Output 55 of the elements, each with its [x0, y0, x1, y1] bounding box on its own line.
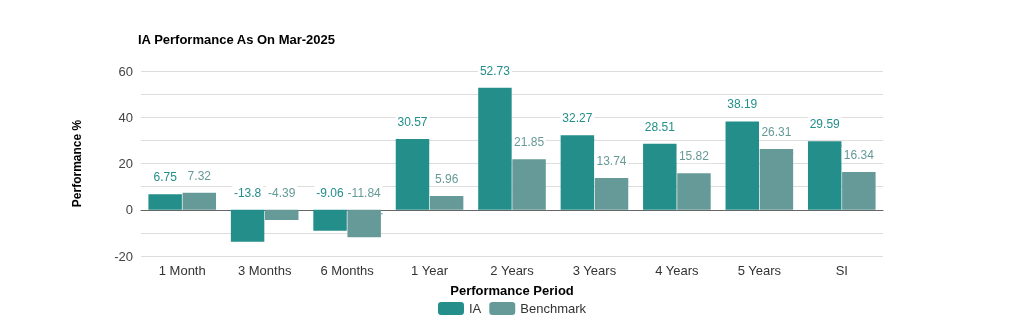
bar — [182, 192, 217, 210]
data-label: 52.73 — [479, 63, 511, 78]
bar — [560, 135, 595, 210]
x-tick-label: 3 Months — [237, 263, 292, 278]
data-label: 29.59 — [809, 117, 841, 132]
x-tick-label: 1 Month — [158, 263, 206, 278]
bar — [148, 194, 182, 210]
data-label: 38.19 — [727, 97, 758, 112]
x-tick-label: 3 Years — [572, 263, 617, 278]
data-label: 7.32 — [187, 168, 212, 183]
data-label: 15.82 — [678, 149, 710, 164]
data-label: 21.85 — [514, 135, 545, 150]
data-label: 5.96 — [434, 171, 459, 186]
x-tick-label: 2 Years — [490, 263, 535, 278]
y-tick-label: 60 — [118, 63, 133, 79]
bar — [725, 121, 759, 210]
y-tick-label: 40 — [118, 109, 133, 125]
data-label: -4.39 — [268, 185, 296, 200]
bar — [807, 141, 842, 210]
bar — [512, 159, 546, 210]
chart-title: IA Performance As On Mar-2025 — [138, 32, 335, 47]
bar — [347, 209, 381, 238]
legend-label: Benchmark — [520, 301, 587, 316]
x-tick-label: 5 Years — [737, 263, 782, 278]
x-tick-label: 6 Months — [320, 263, 375, 278]
data-label: 28.51 — [644, 119, 676, 134]
bar — [313, 209, 347, 231]
data-label: 16.34 — [843, 147, 875, 162]
y-tick-label: -20 — [114, 248, 133, 264]
x-tick-label: 1 Year — [411, 263, 449, 278]
y-tick-label: 0 — [125, 202, 133, 218]
bar — [478, 87, 512, 210]
bar — [429, 195, 464, 210]
bar — [759, 148, 794, 210]
x-axis-title: Performance Period — [450, 283, 574, 298]
data-label: -11.84 — [347, 185, 382, 200]
y-axis-title: Performance % — [70, 119, 84, 208]
data-label: 13.74 — [596, 153, 627, 168]
bar — [265, 209, 299, 220]
data-label: 6.75 — [153, 170, 178, 185]
data-label: -13.8 — [233, 185, 262, 200]
data-label: 32.27 — [562, 111, 593, 126]
data-label: 26.31 — [761, 124, 792, 139]
bar — [395, 139, 430, 210]
bar — [594, 177, 629, 210]
data-label: -9.06 — [316, 185, 345, 200]
x-tick-label: 4 Years — [655, 263, 700, 278]
bar — [230, 209, 265, 242]
bar — [677, 173, 711, 210]
bar — [842, 171, 876, 210]
bar — [643, 143, 677, 210]
data-label: 30.57 — [397, 115, 428, 130]
legend-label: IA — [468, 301, 482, 316]
x-tick-label: SI — [835, 263, 848, 278]
y-tick-label: 20 — [118, 156, 133, 171]
